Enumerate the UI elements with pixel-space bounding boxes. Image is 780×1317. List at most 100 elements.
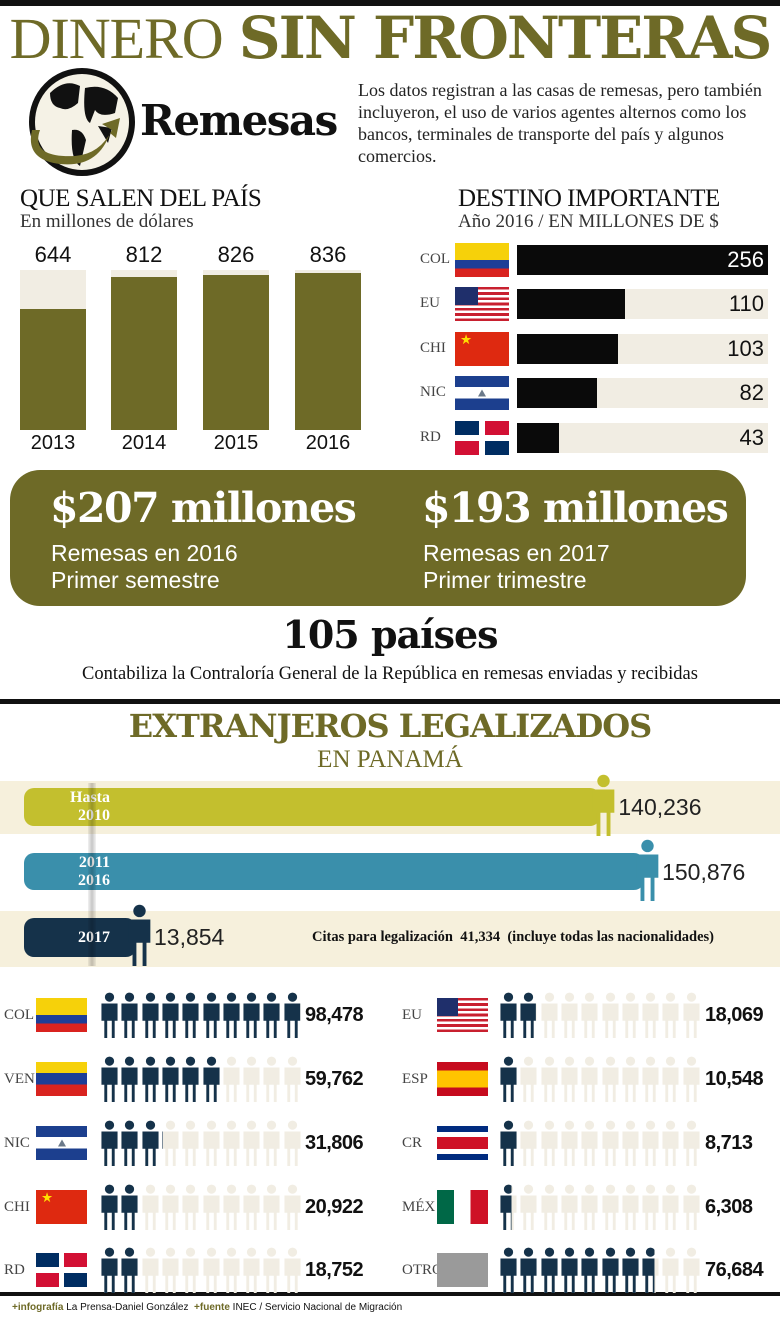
person-icon-empty — [263, 1120, 280, 1166]
row-value: 98,478 — [305, 1004, 364, 1026]
bar-background: 110 — [517, 289, 768, 319]
person-icon-empty — [601, 1056, 619, 1102]
bar-value-label: 836 — [309, 242, 347, 267]
person-icon-empty — [642, 992, 659, 1038]
row-label: EU — [420, 295, 440, 311]
person-icon-empty — [223, 1184, 240, 1230]
person-icon-filled — [599, 1247, 622, 1293]
person-icon-empty — [561, 1120, 578, 1166]
row-label: COL — [420, 251, 450, 267]
person-icon-empty — [182, 1247, 199, 1293]
person-icon-empty — [284, 1120, 301, 1166]
timeline-bar-label: 20112016 — [40, 854, 110, 890]
highlight-line: Primer trimestre — [423, 567, 587, 593]
flag-rd-icon — [455, 421, 509, 455]
person-icon-empty — [162, 1184, 179, 1230]
person-icon-empty — [243, 1120, 260, 1166]
person-icon-filled — [497, 1120, 520, 1166]
section-rule — [0, 699, 780, 704]
flag-star: ★ — [460, 332, 473, 347]
person-icon-empty — [601, 992, 619, 1038]
section-title: EXTRANJEROS LEGALIZADOS — [128, 707, 652, 745]
person-icon-empty — [683, 992, 700, 1038]
bar-value-label: 82 — [739, 380, 764, 405]
person-icon-empty — [263, 1247, 280, 1293]
timeline-value: 13,854 — [154, 924, 225, 950]
person-icon-empty — [622, 992, 639, 1038]
row-value: 20,922 — [305, 1196, 364, 1218]
row-value: 18,069 — [705, 1004, 764, 1026]
label-line: Hasta — [40, 789, 110, 807]
timeline-bar-label: Hasta2010 — [40, 789, 110, 825]
person-icon-empty — [622, 1120, 639, 1166]
person-icon-empty — [541, 1184, 558, 1230]
row-label: MÉX — [402, 1199, 436, 1215]
person-icon-empty — [622, 1056, 639, 1102]
flag-méx-icon — [437, 1190, 488, 1224]
row-label: NIC — [4, 1135, 30, 1151]
bar — [517, 378, 598, 408]
person-icon-empty — [683, 1056, 700, 1102]
bar-background — [111, 270, 177, 430]
person-icon-filled — [159, 1056, 182, 1102]
row-label: COL — [4, 1007, 34, 1023]
title-bold: SIN FRONTERAS — [238, 4, 773, 72]
person-icon-empty — [541, 992, 558, 1038]
person-icon-empty — [561, 1184, 578, 1230]
person-icon-filled — [497, 1056, 520, 1102]
person-icon-empty — [622, 1184, 639, 1230]
timeline-value: 150,876 — [662, 859, 746, 885]
person-icon-empty — [263, 1184, 280, 1230]
person-icon-empty — [520, 1120, 537, 1166]
person-icon-empty — [662, 1247, 679, 1293]
row-value: 76,684 — [705, 1259, 764, 1281]
person-icon-empty — [243, 1247, 260, 1293]
person-icon-filled — [220, 992, 243, 1038]
bar — [517, 289, 625, 319]
person-icon-filled — [118, 1056, 141, 1102]
person-icon-filled — [517, 1247, 540, 1293]
person-icon-empty — [581, 1184, 598, 1230]
countries-caption: Contabiliza la Contraloría General de la… — [82, 664, 698, 684]
person-icon-filled — [118, 1247, 141, 1293]
row-label: RD — [420, 429, 441, 445]
flag-cross — [36, 1267, 87, 1273]
flag-ven-icon — [36, 1062, 87, 1096]
bar — [517, 423, 560, 453]
person-icon-filled — [578, 1247, 601, 1293]
bottom-rule — [0, 1292, 780, 1296]
person-icon-filled — [139, 1056, 162, 1102]
row-value: 10,548 — [705, 1068, 764, 1090]
person-icon — [128, 904, 151, 966]
person-icon-filled — [200, 1056, 223, 1102]
bar — [203, 274, 269, 430]
highlight-line: Remesas en 2016 — [51, 540, 238, 566]
person-icon-empty — [243, 1184, 260, 1230]
person-icon-empty — [541, 1120, 558, 1166]
person-icon-filled — [139, 1120, 162, 1166]
person-icon-empty — [284, 1056, 301, 1102]
row-label: CR — [402, 1135, 423, 1151]
timeline-bar: 20112016 — [24, 853, 645, 890]
flag-otros-icon — [437, 1253, 488, 1287]
row-value: 8,713 — [705, 1132, 753, 1154]
row-label: VEN — [4, 1071, 35, 1087]
person-icon-empty — [243, 1056, 260, 1102]
footer: +infografía La Prensa-Daniel González +f… — [12, 1302, 402, 1313]
person-icon-filled — [139, 992, 162, 1038]
person-icon-filled — [179, 1056, 202, 1102]
timeline-bar: Hasta2010 — [24, 788, 601, 826]
chart2-title: DESTINO IMPORTANTE — [458, 185, 720, 212]
chart1-subtitle: En millones de dólares — [20, 211, 194, 232]
person-icon-empty — [561, 1056, 578, 1102]
bar-value-label: 110 — [728, 291, 764, 316]
flag-chi-icon: ★ — [455, 332, 509, 366]
bar-category-label: 2013 — [30, 432, 76, 454]
globe-icon — [20, 68, 140, 178]
person-icon-filled — [98, 1120, 121, 1166]
timeline-bar-label: 2017 — [40, 929, 110, 947]
person-icon-empty — [581, 992, 598, 1038]
person-icon-filled — [179, 992, 202, 1038]
person-icon-filled — [240, 992, 263, 1038]
person-icon-empty — [223, 1120, 240, 1166]
